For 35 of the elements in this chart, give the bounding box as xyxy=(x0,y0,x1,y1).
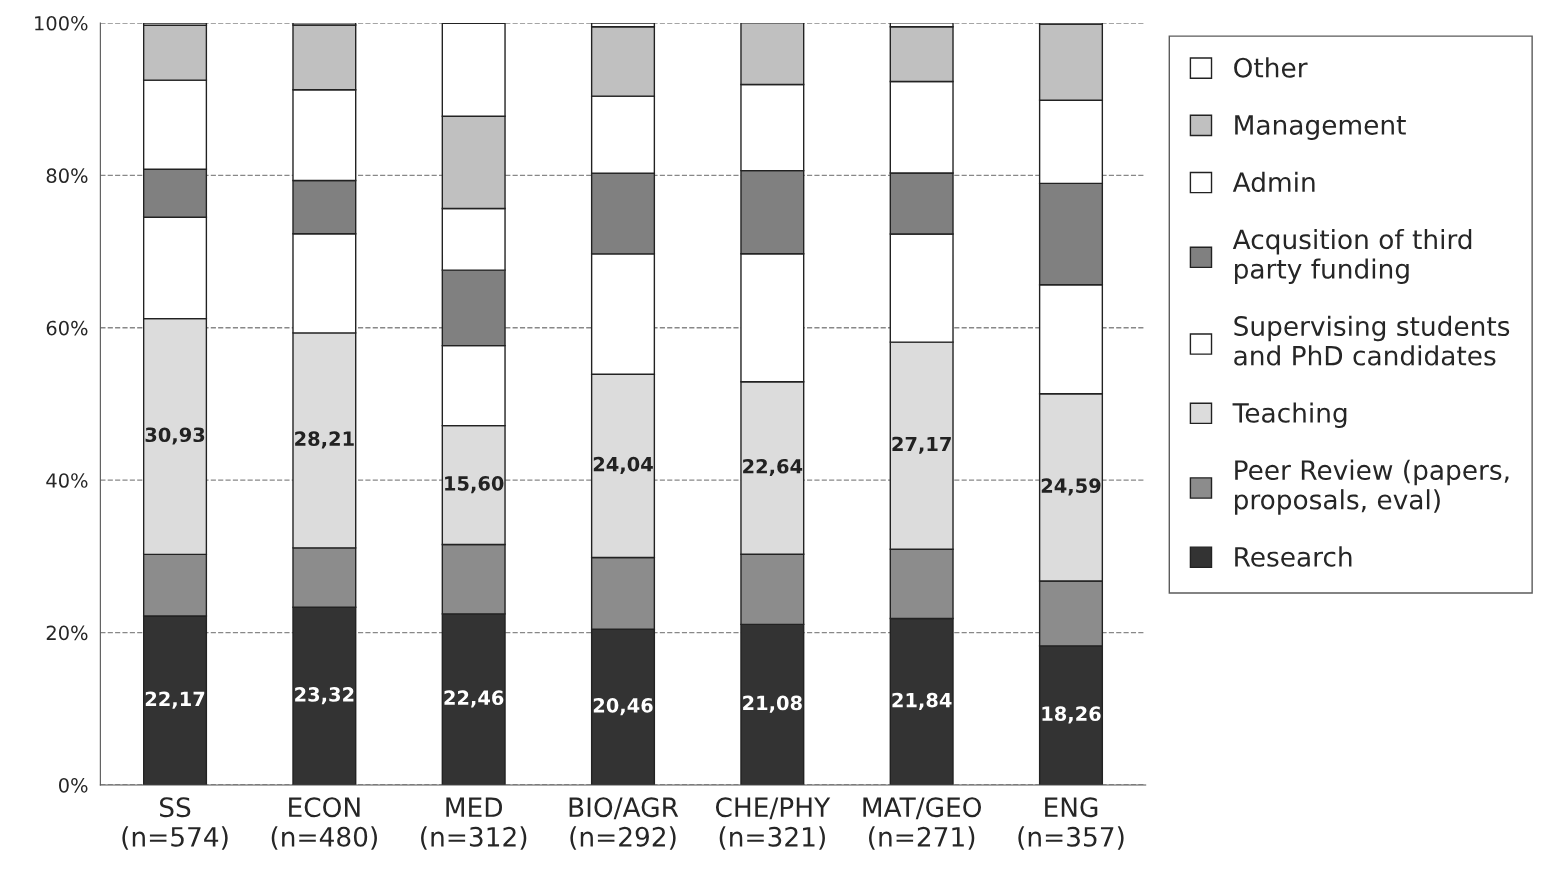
x-tick-label: CHE/PHY (n=321) xyxy=(715,797,831,850)
data-label: 22,64 xyxy=(743,458,803,477)
data-label: 22,46 xyxy=(444,690,504,708)
legend-label: Teaching xyxy=(1232,402,1347,428)
data-label: 21,84 xyxy=(892,692,952,710)
x-tick-label: BIO/AGR (n=292) xyxy=(569,797,679,850)
data-label: 24,04 xyxy=(593,456,653,474)
data-label: 20,46 xyxy=(593,697,653,716)
legend-label: Peer Review (papers, proposals, eval) xyxy=(1235,459,1509,515)
x-tick-label: ECON (n=480) xyxy=(271,797,377,850)
legend-label: Admin xyxy=(1232,171,1315,193)
data-label: 21,08 xyxy=(743,695,802,713)
y-tick-label: 40% xyxy=(46,473,88,488)
legend-label: Other xyxy=(1234,57,1308,78)
y-tick-label: 20% xyxy=(46,625,88,641)
y-tick-label: 80% xyxy=(46,168,88,184)
x-tick-label: MED (n=312) xyxy=(421,797,527,850)
data-label: 24,59 xyxy=(1041,478,1101,496)
data-label: 15,60 xyxy=(445,475,504,494)
y-tick-label: 0% xyxy=(58,777,88,793)
y-tick-label: 60% xyxy=(46,320,88,336)
x-tick-label: MAT/GEO (n=271) xyxy=(863,797,982,850)
legend-label: Acqusition of third party funding xyxy=(1232,228,1472,284)
y-tick-label: 100% xyxy=(35,15,88,31)
legend-label: Research xyxy=(1235,546,1352,567)
x-tick-label: SS (n=574) xyxy=(122,797,228,850)
x-tick-label: ENG (n=357) xyxy=(1018,797,1124,850)
data-label: 23,32 xyxy=(295,687,354,705)
legend-label: Management xyxy=(1235,115,1406,141)
data-label: 22,17 xyxy=(145,691,205,709)
data-label: 28,21 xyxy=(295,431,354,449)
legend-label: Supervising students and PhD candidates xyxy=(1234,315,1510,366)
data-label: 27,17 xyxy=(892,436,951,454)
data-label: 18,26 xyxy=(1042,706,1101,724)
data-label: 30,93 xyxy=(145,427,205,445)
